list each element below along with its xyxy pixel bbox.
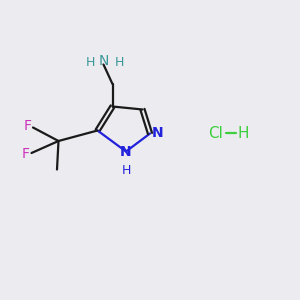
Text: N: N <box>99 54 109 68</box>
Text: N: N <box>152 127 164 140</box>
Text: F: F <box>24 119 32 133</box>
Text: H: H <box>86 56 96 69</box>
Text: N: N <box>120 145 132 158</box>
Text: H: H <box>114 56 124 69</box>
Text: H: H <box>121 164 131 177</box>
Text: F: F <box>22 148 30 161</box>
Text: H: H <box>237 126 249 141</box>
Text: Cl: Cl <box>208 126 224 141</box>
